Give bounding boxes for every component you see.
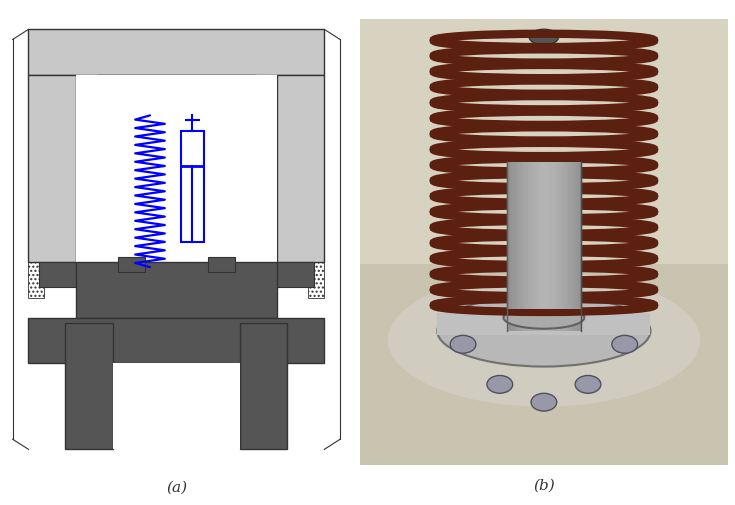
Ellipse shape — [388, 274, 700, 407]
Bar — [564, 163, 567, 331]
Bar — [531, 163, 535, 331]
Bar — [551, 163, 555, 309]
Bar — [537, 163, 540, 331]
Bar — [509, 163, 513, 331]
Bar — [208, 258, 234, 273]
Bar — [507, 163, 511, 309]
Ellipse shape — [575, 376, 600, 393]
Bar — [524, 163, 528, 331]
Ellipse shape — [507, 154, 581, 171]
Bar — [240, 323, 287, 449]
Bar — [520, 163, 523, 331]
Bar — [360, 20, 728, 265]
Bar — [571, 163, 575, 331]
Bar — [546, 163, 550, 331]
Bar — [437, 314, 650, 336]
Bar — [566, 163, 570, 309]
Bar — [118, 258, 145, 273]
Bar — [522, 163, 526, 309]
Bar — [578, 163, 582, 309]
Bar — [29, 318, 324, 364]
Bar — [277, 76, 324, 263]
Bar — [517, 163, 520, 331]
Bar — [544, 163, 548, 331]
Ellipse shape — [612, 336, 637, 354]
Ellipse shape — [529, 30, 559, 46]
Bar — [549, 163, 553, 309]
Bar — [568, 163, 572, 331]
Bar — [118, 106, 234, 131]
Bar — [539, 163, 542, 331]
Bar — [524, 163, 528, 309]
Bar — [544, 163, 548, 309]
Bar — [39, 263, 76, 288]
Text: (a): (a) — [166, 480, 187, 494]
Bar — [564, 163, 567, 309]
Bar — [309, 40, 324, 298]
Bar — [556, 163, 560, 331]
Bar — [360, 265, 728, 465]
Ellipse shape — [503, 307, 584, 329]
Bar — [29, 76, 76, 263]
Bar — [522, 163, 526, 331]
Bar — [113, 364, 240, 449]
Bar — [534, 163, 538, 309]
Bar — [29, 40, 44, 298]
Bar — [512, 163, 515, 331]
Bar — [534, 163, 538, 331]
Bar — [512, 163, 515, 309]
Ellipse shape — [531, 393, 556, 411]
Bar — [542, 163, 545, 331]
Bar — [277, 263, 314, 288]
Bar — [571, 163, 575, 309]
Bar — [556, 163, 560, 309]
Bar — [29, 30, 324, 76]
Bar — [576, 163, 579, 331]
Bar — [531, 163, 535, 309]
Bar — [65, 323, 113, 449]
Ellipse shape — [450, 336, 476, 354]
Bar — [576, 163, 579, 309]
Bar — [551, 163, 555, 331]
Bar — [566, 163, 570, 331]
Bar — [539, 163, 542, 309]
Bar — [520, 163, 523, 309]
Bar — [529, 163, 533, 331]
Bar — [553, 163, 557, 331]
Bar — [559, 163, 562, 309]
Bar — [514, 163, 518, 309]
Bar — [573, 163, 577, 331]
Bar — [97, 76, 256, 106]
Bar — [568, 163, 572, 309]
Bar — [181, 131, 204, 242]
Bar — [559, 163, 562, 331]
Bar — [546, 163, 550, 309]
Bar — [553, 163, 557, 309]
Bar — [527, 163, 530, 331]
Bar — [537, 163, 540, 309]
Ellipse shape — [437, 296, 650, 367]
Ellipse shape — [487, 376, 512, 393]
Bar — [561, 163, 564, 331]
Bar — [549, 163, 553, 331]
Text: (b): (b) — [533, 478, 555, 492]
Bar — [561, 163, 564, 309]
Bar — [529, 163, 533, 309]
Bar — [76, 76, 277, 263]
Bar — [213, 116, 229, 131]
Bar — [578, 163, 582, 331]
Bar — [509, 163, 513, 309]
Bar — [527, 163, 530, 309]
Bar — [514, 163, 518, 331]
Bar — [507, 163, 511, 331]
Bar — [76, 263, 277, 318]
Bar — [517, 163, 520, 309]
Bar — [542, 163, 545, 309]
Bar — [573, 163, 577, 309]
